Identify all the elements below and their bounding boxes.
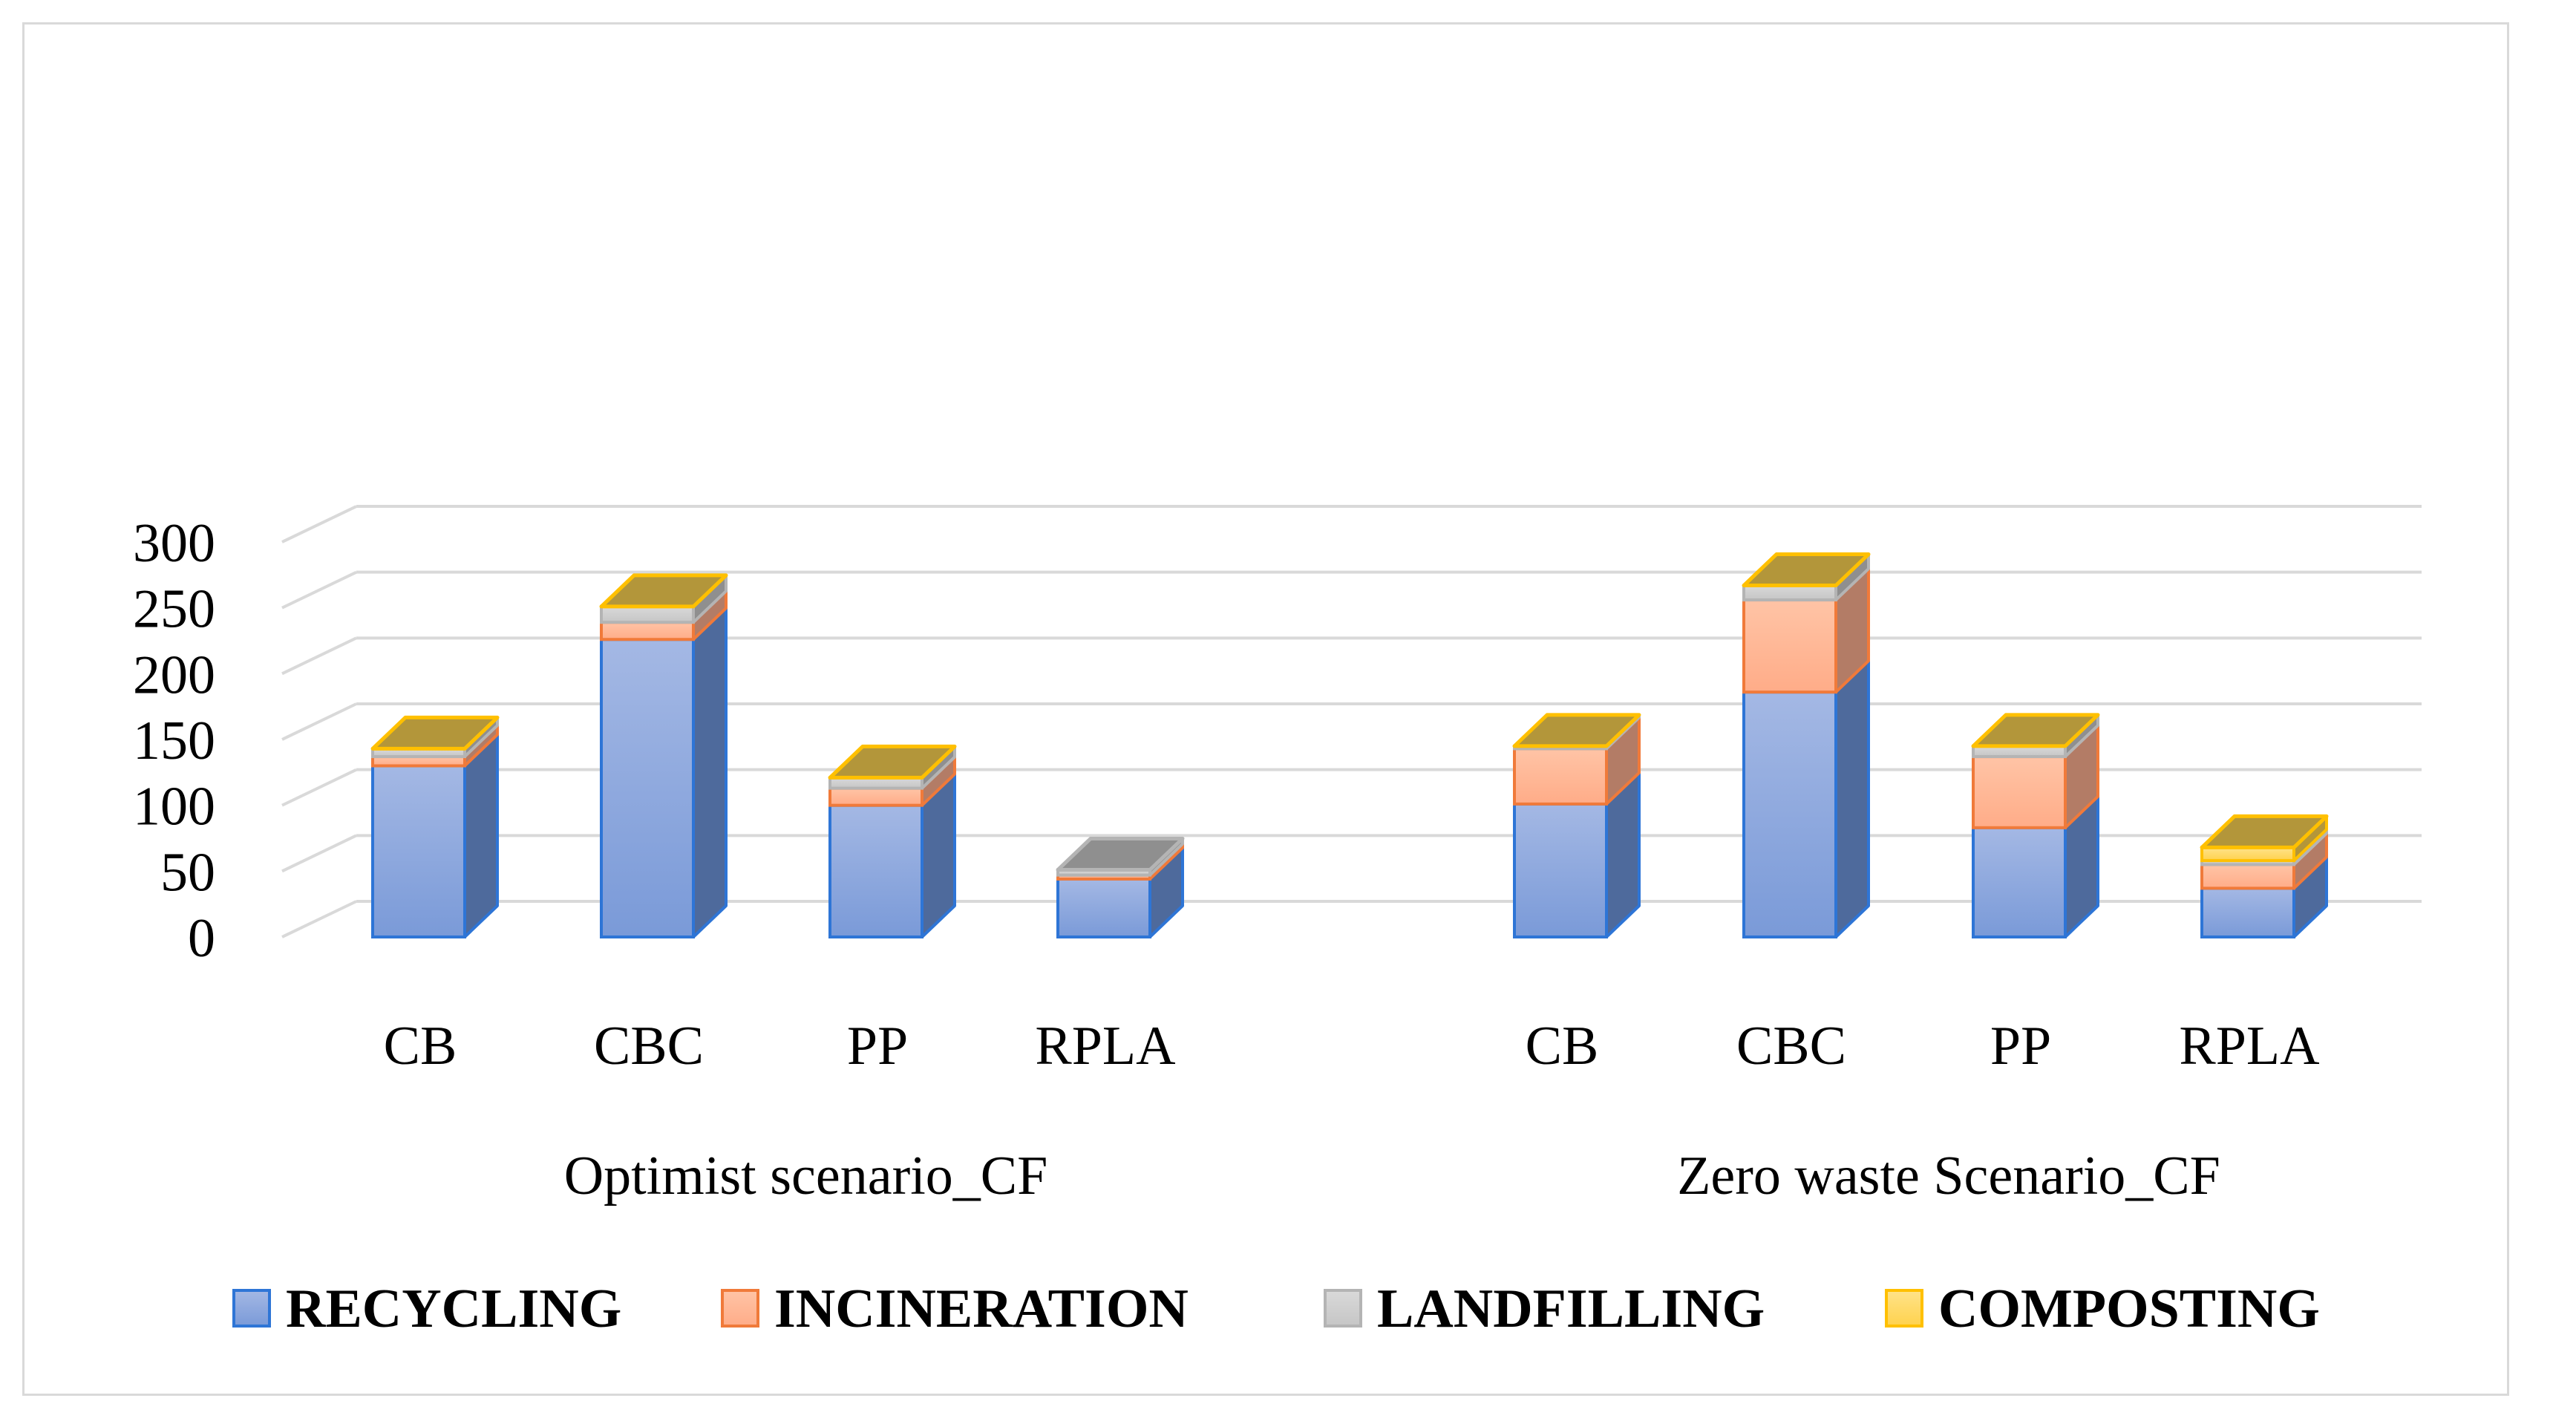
chart-frame xyxy=(22,22,2509,1396)
bar-1-rpla-recycling-front xyxy=(2200,886,2295,939)
bar-0-cbc-landfilling-top xyxy=(599,573,728,609)
bar-0-cbc-recycling-front xyxy=(600,638,695,938)
bar-0-cb-recycling xyxy=(371,733,499,938)
bar-1-cbc-incineration xyxy=(1742,567,1870,694)
group-label: Optimist scenario_CF xyxy=(564,1146,1048,1206)
bar-0-cbc-landfilling-front xyxy=(600,604,695,624)
bar-0-pp-recycling-front xyxy=(828,803,923,939)
legend: RECYCLING INCINERATION LANDFILLING COMPOSTI… xyxy=(232,1279,2320,1339)
y-tick-label: 150 xyxy=(133,711,215,771)
gridline-diag-2 xyxy=(281,768,357,807)
bar-1-cbc-incineration-front xyxy=(1742,598,1837,694)
bar-1-cb-landfilling xyxy=(1512,713,1641,751)
bar-1-pp-landfilling-top xyxy=(1971,713,2100,748)
bar-1-cb-incineration-front xyxy=(1513,747,1608,806)
y-tick-label: 200 xyxy=(133,644,215,705)
bar-0-cb-landfilling xyxy=(370,715,500,759)
legend-item-recycling: RECYCLING xyxy=(232,1279,621,1339)
gridline-diag-5 xyxy=(281,570,357,610)
gridline-diag-0 xyxy=(281,900,357,938)
bar-1-cb-landfilling-top xyxy=(1512,713,1641,748)
category-label: PP xyxy=(847,1016,908,1077)
bar-0-rpla-landfilling xyxy=(1056,837,1185,877)
legend-label: RECYCLING xyxy=(286,1279,621,1339)
bar-0-rpla-recycling xyxy=(1056,846,1184,939)
bar-1-rpla-composting xyxy=(2200,814,2329,863)
bars xyxy=(370,552,2329,939)
gridline-diag-1 xyxy=(281,834,357,873)
bar-1-cbc-landfilling xyxy=(1742,552,1871,602)
legend-label: INCINERATION xyxy=(774,1279,1189,1339)
gridline-diag-4 xyxy=(281,636,357,676)
bar-1-pp-recycling-front xyxy=(1972,826,2067,938)
bar-1-cbc-recycling xyxy=(1742,659,1870,938)
bar-0-cb-incineration xyxy=(371,724,499,768)
bar-1-cbc-landfilling-front xyxy=(1742,584,1837,602)
bar-1-cbc-recycling-front xyxy=(1742,690,1837,938)
bar-1-rpla-incineration-front xyxy=(2200,863,2295,890)
category-label: CBC xyxy=(1736,1016,1846,1077)
legend-swatch xyxy=(1885,1289,1923,1328)
y-tick-label: 50 xyxy=(160,842,215,903)
legend-label: COMPOSTING xyxy=(1938,1279,2320,1339)
y-tick-label: 0 xyxy=(188,908,215,969)
bar-1-cbc-recycling-side xyxy=(1834,659,1870,938)
bar-1-pp-incineration xyxy=(1972,724,2099,829)
gridline-diag-3 xyxy=(281,702,357,741)
bar-0-pp-incineration-front xyxy=(828,786,923,807)
y-tick-label: 100 xyxy=(133,777,215,837)
bar-0-pp-landfilling-top xyxy=(828,744,957,780)
y-tick-label: 250 xyxy=(133,579,215,640)
bar-0-cb-recycling-side xyxy=(463,733,499,938)
legend-label: LANDFILLING xyxy=(1377,1279,1765,1339)
group-label: Zero waste Scenario_CF xyxy=(1677,1146,2220,1206)
bar-1-rpla-incineration xyxy=(2200,832,2328,890)
category-label: CBC xyxy=(594,1016,704,1077)
bar-0-rpla-landfilling-top xyxy=(1056,837,1185,872)
category-label: CB xyxy=(1526,1016,1599,1077)
y-tick-label: 300 xyxy=(133,513,215,574)
bar-0-cbc-recycling-side xyxy=(692,607,728,938)
legend-swatch xyxy=(232,1289,271,1328)
category-label: CB xyxy=(384,1016,457,1077)
legend-swatch xyxy=(721,1289,759,1328)
legend-swatch xyxy=(1324,1289,1362,1328)
bar-0-cbc-recycling xyxy=(600,607,728,938)
bar-1-rpla-composting-front xyxy=(2200,846,2295,863)
bar-0-pp-landfilling xyxy=(828,744,957,790)
category-label: PP xyxy=(1990,1016,2051,1077)
bar-0-cb-recycling-front xyxy=(371,764,466,938)
gridline-diag-6 xyxy=(281,505,357,543)
legend-item-composting: COMPOSTING xyxy=(1885,1279,2320,1339)
group-labels: Optimist scenario_CF Zero waste Scenario_… xyxy=(564,1146,2220,1206)
bar-1-pp-incineration-front xyxy=(1972,755,2067,829)
bar-0-pp-recycling xyxy=(828,772,956,939)
bar-0-cbc-landfilling xyxy=(599,573,728,624)
bar-1-pp-landfilling xyxy=(1971,713,2100,759)
bar-0-rpla-recycling-front xyxy=(1056,877,1151,939)
bar-1-rpla-composting-top xyxy=(2200,814,2329,849)
bar-0-cbc-incineration-front xyxy=(600,621,695,641)
bar-1-cbc-landfilling-top xyxy=(1742,552,1871,588)
bar-0-pp-incineration xyxy=(828,755,956,807)
category-label: RPLA xyxy=(2179,1016,2319,1077)
legend-item-incineration: INCINERATION xyxy=(721,1279,1189,1339)
bar-0-cb-landfilling-top xyxy=(370,715,500,751)
category-label: RPLA xyxy=(1035,1016,1175,1077)
bar-1-cb-recycling-front xyxy=(1513,802,1608,939)
legend-item-landfilling: LANDFILLING xyxy=(1324,1279,1765,1339)
category-labels: CB CBC PP RPLA CB CBC PP RPLA xyxy=(384,1016,2320,1077)
